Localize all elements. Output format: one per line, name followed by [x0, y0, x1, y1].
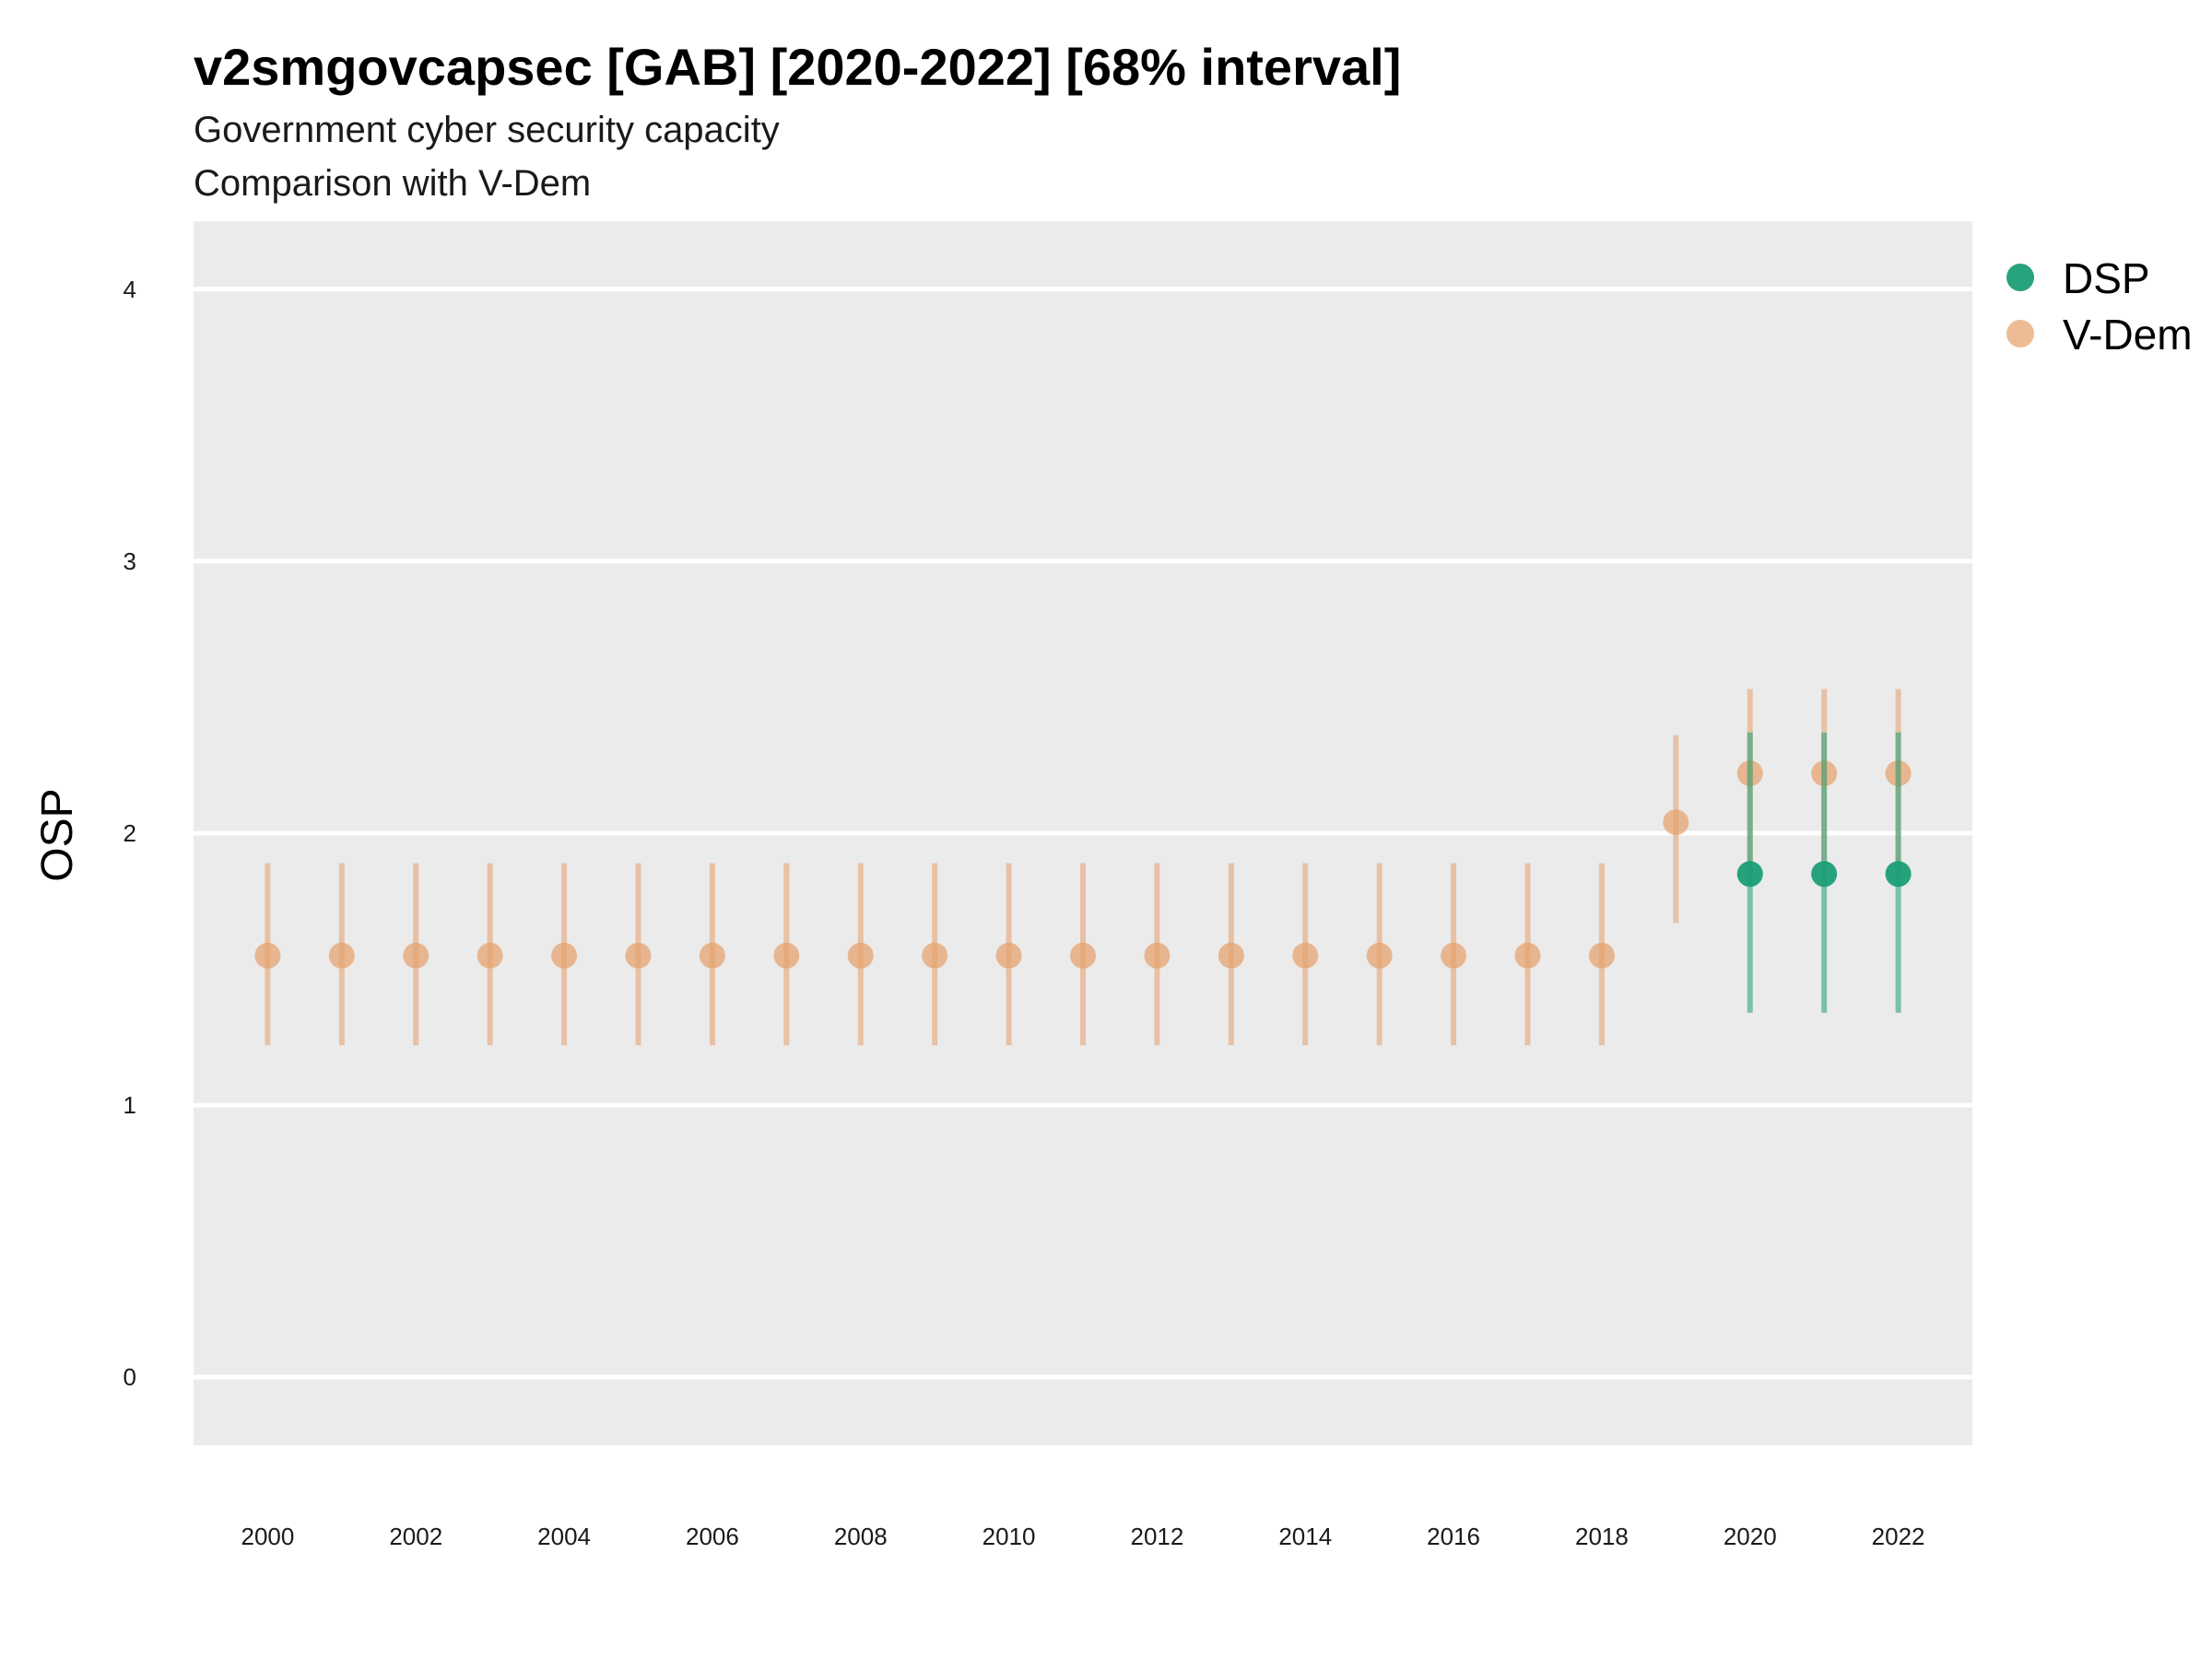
v-dem-point-2006 [699, 942, 725, 969]
chart-subtitle-line-1: Government cyber security capacity [194, 110, 780, 150]
v-dem-point-2013 [1218, 942, 1244, 969]
x-tick-label-2008: 2008 [834, 1523, 888, 1550]
chart-subtitle-line-2: Comparison with V-Dem [194, 163, 591, 204]
series-v-dem [254, 688, 1912, 1046]
y-tick-label-2: 2 [124, 819, 136, 847]
legend-dsp-swatch [2006, 264, 2034, 291]
x-tick-label-2022: 2022 [1872, 1523, 1925, 1550]
v-dem-point-2005 [625, 942, 652, 969]
y-axis-title: OSP [33, 788, 82, 881]
v-dem-point-2017 [1514, 942, 1541, 969]
dsp-point-2021 [1811, 861, 1838, 888]
v-dem-point-2019 [1663, 809, 1689, 836]
v-dem-point-2008 [847, 942, 874, 969]
v-dem-point-2012 [1144, 942, 1171, 969]
v-dem-point-2018 [1588, 942, 1615, 969]
v-dem-point-2000 [254, 942, 281, 969]
x-tick-labels: 2000 2002 2004 2006 2008 2010 2012 2014 2016 2018… [241, 1523, 1924, 1550]
x-tick-label-2010: 2010 [982, 1523, 1036, 1550]
x-tick-label-2006: 2006 [686, 1523, 739, 1550]
data-marks [254, 688, 1912, 1046]
dsp-point-2022 [1885, 861, 1912, 888]
y-tick-label-1: 1 [124, 1091, 136, 1119]
v-dem-point-2004 [551, 942, 578, 969]
dsp-point-2020 [1736, 861, 1763, 888]
legend: DSP V-Dem [2006, 254, 2193, 359]
v-dem-point-2016 [1441, 942, 1467, 969]
v-dem-point-2007 [773, 942, 800, 969]
x-tick-label-2016: 2016 [1427, 1523, 1480, 1550]
chart-title: v2smgovcapsec [GAB] [2020-2022] [68% int… [194, 38, 1401, 96]
v-dem-point-2014 [1292, 942, 1319, 969]
legend-dsp-label: DSP [2063, 254, 2150, 302]
v-dem-point-2009 [922, 942, 948, 969]
x-tick-label-2000: 2000 [241, 1523, 294, 1550]
legend-vdem-label: V-Dem [2063, 311, 2193, 359]
v-dem-point-2015 [1366, 942, 1393, 969]
x-tick-label-2004: 2004 [537, 1523, 591, 1550]
y-tick-label-4: 4 [124, 276, 136, 303]
x-tick-label-2018: 2018 [1575, 1523, 1629, 1550]
y-tick-labels: 0 1 2 3 4 [124, 276, 136, 1391]
x-tick-label-2002: 2002 [389, 1523, 442, 1550]
x-tick-label-2014: 2014 [1278, 1523, 1332, 1550]
x-tick-label-2020: 2020 [1724, 1523, 1777, 1550]
v-dem-point-2001 [328, 942, 355, 969]
v-dem-point-2011 [1070, 942, 1096, 969]
legend-vdem-swatch [2006, 320, 2034, 347]
v-dem-point-2003 [477, 942, 503, 969]
y-tick-label-0: 0 [124, 1363, 136, 1391]
x-tick-label-2012: 2012 [1130, 1523, 1183, 1550]
v-dem-point-2010 [995, 942, 1022, 969]
v-dem-point-2002 [403, 942, 429, 969]
y-tick-label-3: 3 [124, 547, 136, 575]
series-dsp [1736, 732, 1912, 1013]
